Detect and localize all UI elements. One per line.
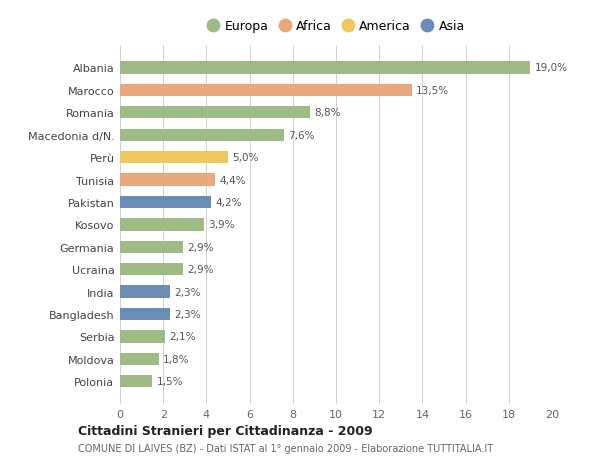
Bar bbox=[120, 308, 170, 320]
Text: 2,1%: 2,1% bbox=[170, 332, 196, 342]
Bar bbox=[120, 353, 159, 365]
Text: 8,8%: 8,8% bbox=[314, 108, 341, 118]
Text: 4,2%: 4,2% bbox=[215, 197, 242, 207]
Text: 1,8%: 1,8% bbox=[163, 354, 190, 364]
Text: 19,0%: 19,0% bbox=[535, 63, 568, 73]
Bar bbox=[120, 196, 211, 209]
Bar bbox=[120, 241, 182, 253]
Text: 2,9%: 2,9% bbox=[187, 242, 214, 252]
Text: COMUNE DI LAIVES (BZ) - Dati ISTAT al 1° gennaio 2009 - Elaborazione TUTTITALIA.: COMUNE DI LAIVES (BZ) - Dati ISTAT al 1°… bbox=[78, 443, 493, 453]
Text: 5,0%: 5,0% bbox=[232, 153, 259, 163]
Text: Cittadini Stranieri per Cittadinanza - 2009: Cittadini Stranieri per Cittadinanza - 2… bbox=[78, 424, 373, 437]
Text: 1,5%: 1,5% bbox=[157, 376, 183, 386]
Bar bbox=[120, 263, 182, 276]
Bar bbox=[120, 286, 170, 298]
Text: 4,4%: 4,4% bbox=[220, 175, 246, 185]
Text: 7,6%: 7,6% bbox=[289, 130, 315, 140]
Bar bbox=[120, 62, 530, 74]
Text: 2,3%: 2,3% bbox=[174, 309, 200, 319]
Bar bbox=[120, 219, 204, 231]
Text: 13,5%: 13,5% bbox=[416, 86, 449, 95]
Text: 2,9%: 2,9% bbox=[187, 265, 214, 274]
Bar bbox=[120, 375, 152, 388]
Bar bbox=[120, 107, 310, 119]
Legend: Europa, Africa, America, Asia: Europa, Africa, America, Asia bbox=[203, 17, 469, 37]
Bar bbox=[120, 174, 215, 186]
Bar bbox=[120, 151, 228, 164]
Bar bbox=[120, 84, 412, 97]
Bar bbox=[120, 330, 166, 343]
Text: 2,3%: 2,3% bbox=[174, 287, 200, 297]
Text: 3,9%: 3,9% bbox=[209, 220, 235, 230]
Bar bbox=[120, 129, 284, 141]
